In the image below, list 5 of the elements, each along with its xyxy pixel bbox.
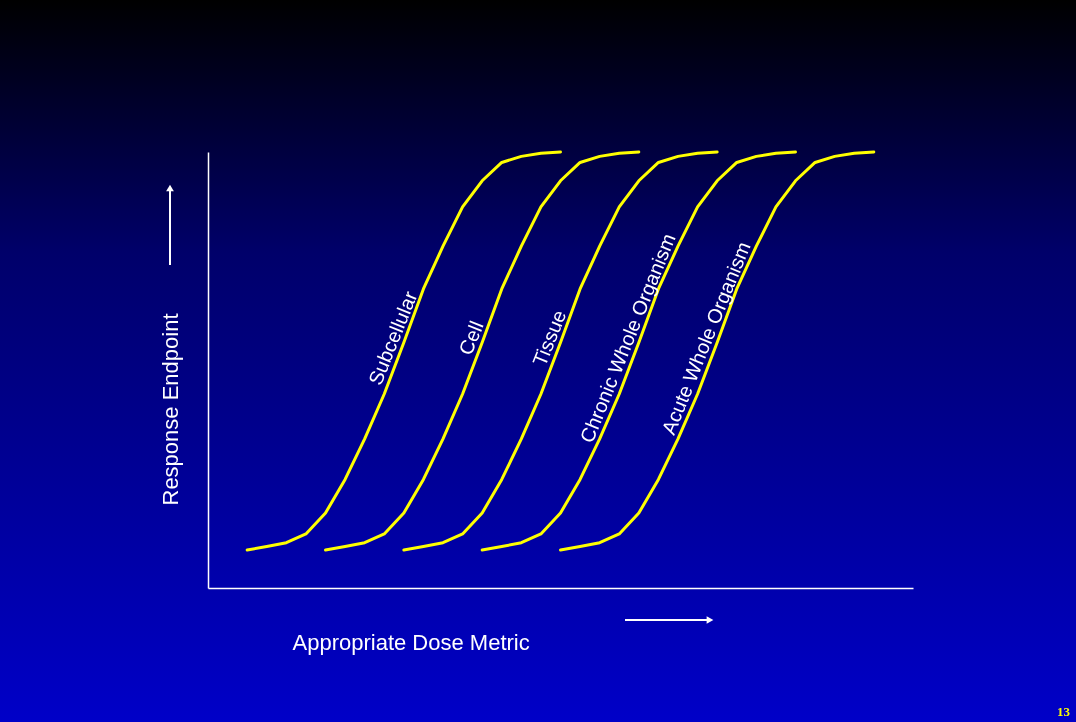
y-axis-title: Response Endpoint (157, 313, 183, 506)
text: Cell (454, 317, 488, 359)
x-axis-title: Appropriate Dose Metric (292, 629, 530, 655)
text: 13 (1057, 704, 1071, 719)
text: Tissue (528, 306, 571, 370)
